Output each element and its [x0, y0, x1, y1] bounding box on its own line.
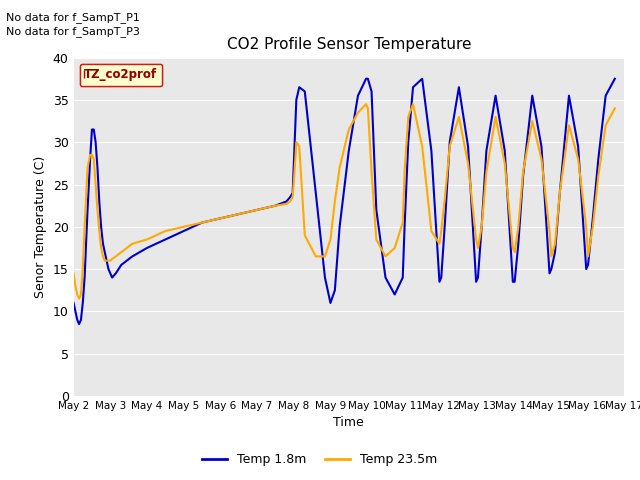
Text: No data for f_SampT_P3: No data for f_SampT_P3 [6, 26, 140, 37]
Text: No data for f_SampT_P1: No data for f_SampT_P1 [6, 12, 140, 23]
Legend: TZ_co2prof: TZ_co2prof [79, 63, 162, 86]
X-axis label: Time: Time [333, 417, 364, 430]
Y-axis label: Senor Temperature (C): Senor Temperature (C) [35, 156, 47, 298]
Legend: Temp 1.8m, Temp 23.5m: Temp 1.8m, Temp 23.5m [197, 448, 443, 471]
Title: CO2 Profile Sensor Temperature: CO2 Profile Sensor Temperature [227, 37, 471, 52]
